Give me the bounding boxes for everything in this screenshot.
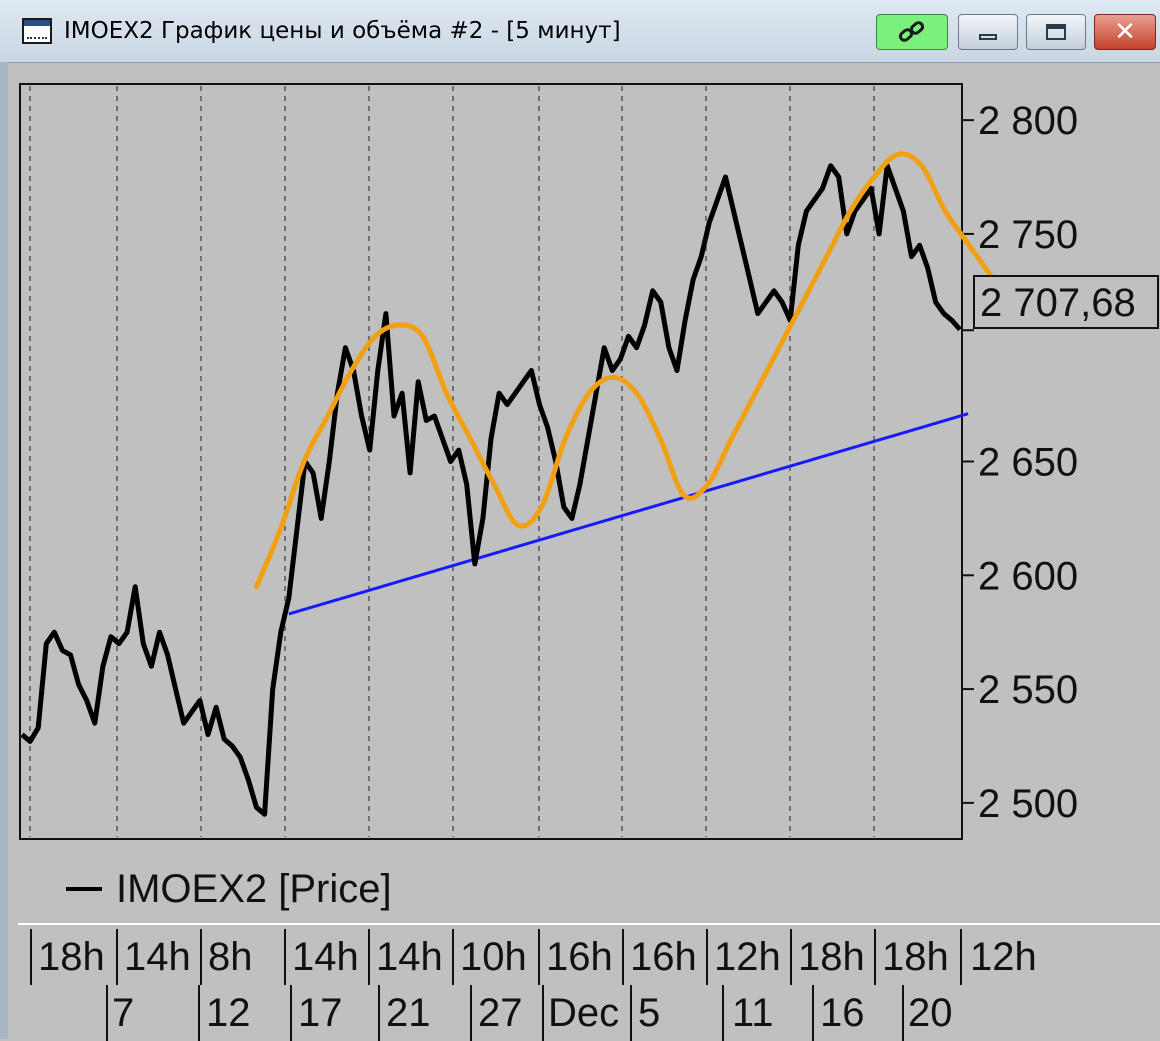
- day-labels-row: 7 12 17 21 27 Dec 5 11 16 20: [18, 985, 1160, 1041]
- hour-separator-6: [538, 929, 540, 985]
- link-icon: [898, 21, 925, 42]
- day-separator-0: [106, 985, 108, 1041]
- y-tick-label-2: 2 650: [978, 441, 1078, 485]
- day-separator-9: [902, 985, 904, 1041]
- close-button[interactable]: ✕: [1094, 14, 1156, 50]
- day-label-9: 20: [908, 991, 953, 1035]
- legend-swatch: [66, 887, 102, 891]
- current-price-layer: 2 707,68: [973, 275, 1159, 329]
- y-tick-label-5: 2 500: [978, 782, 1078, 826]
- day-label-4: 27: [478, 991, 523, 1035]
- y-axis: 2 800 2 750 2 650 2 600 2 550 2 500: [962, 99, 1078, 826]
- hour-separator-0: [30, 929, 32, 985]
- hour-label-5: 10h: [460, 935, 527, 979]
- hour-separator-3: [284, 929, 286, 985]
- y-tick-label-3: 2 600: [978, 554, 1078, 598]
- day-label-6: 5: [638, 991, 661, 1035]
- day-label-2: 17: [298, 991, 343, 1035]
- trend-line-layer: [288, 412, 969, 616]
- hour-separator-5: [452, 929, 454, 985]
- hour-label-1: 14h: [124, 935, 191, 979]
- hour-label-6: 16h: [546, 935, 613, 979]
- maximize-icon: [1046, 24, 1066, 40]
- hour-separator-11: [960, 929, 962, 985]
- pattern-drawing-layer: [254, 151, 1020, 590]
- price-series-layer: [20, 163, 962, 817]
- hour-label-7: 16h: [630, 935, 697, 979]
- hour-label-9: 18h: [798, 935, 865, 979]
- hour-label-10: 18h: [882, 935, 949, 979]
- hour-label-4: 14h: [376, 935, 443, 979]
- hour-separator-4: [368, 929, 370, 985]
- hour-label-8: 12h: [714, 935, 781, 979]
- y-tick-label-0: 2 800: [978, 99, 1078, 143]
- hour-label-2: 8h: [208, 935, 253, 979]
- day-separator-1: [198, 985, 200, 1041]
- day-separator-2: [290, 985, 292, 1041]
- title-bar: IMOEX2 График цены и объёма #2 - [5 мину…: [0, 0, 1160, 63]
- hour-label-0: 18h: [38, 935, 105, 979]
- hour-separator-1: [116, 929, 118, 985]
- legend-label: IMOEX2 [Price]: [116, 866, 392, 911]
- day-label-7: 11: [732, 991, 774, 1035]
- price-line: [20, 163, 962, 817]
- maximize-button[interactable]: [1026, 14, 1086, 50]
- day-separator-8: [812, 985, 814, 1041]
- window-title: IMOEX2 График цены и объёма #2 - [5 мину…: [64, 18, 621, 44]
- chart-window-icon: [22, 18, 52, 44]
- window-border: [0, 62, 8, 1039]
- day-label-0: 7: [112, 991, 135, 1035]
- hour-separator-10: [874, 929, 876, 985]
- minimize-button[interactable]: [958, 14, 1018, 50]
- day-separator-4: [470, 985, 472, 1041]
- hour-separator-9: [790, 929, 792, 985]
- y-tick-label-4: 2 550: [978, 668, 1078, 712]
- day-label-1: 12: [206, 991, 251, 1035]
- link-button[interactable]: [876, 14, 948, 50]
- day-separator-5: [542, 985, 544, 1041]
- day-label-8: 16: [820, 991, 865, 1035]
- day-separator-7: [722, 985, 724, 1041]
- hour-separator-8: [706, 929, 708, 985]
- current-price-box: [973, 275, 1159, 329]
- minimize-icon: [979, 34, 997, 40]
- hour-label-3: 14h: [292, 935, 359, 979]
- hour-labels-row: 18h 14h 8h 14h 14h 10h 16h 16h 12h 18h 18h 12h: [18, 929, 1160, 985]
- hour-label-11: 12h: [970, 935, 1037, 979]
- trend-line: [288, 412, 969, 616]
- price-chart[interactable]: 2 800 2 750 2 650 2 600 2 550 2 500 2 707,68: [0, 0, 1160, 923]
- hour-separator-2: [200, 929, 202, 985]
- pattern-drawing: [254, 151, 1020, 590]
- day-separator-6: [630, 985, 632, 1041]
- time-axis: 18h 14h 8h 14h 14h 10h 16h 16h 12h 18h 18h 12h 7 12 1…: [18, 923, 1160, 1041]
- day-separator-3: [378, 985, 380, 1041]
- hour-separator-7: [622, 929, 624, 985]
- day-label-3: 21: [386, 991, 431, 1035]
- chart-legend: IMOEX2 [Price]: [66, 864, 392, 914]
- current-price-label: 2 707,68: [980, 281, 1136, 325]
- close-icon: ✕: [1114, 17, 1136, 47]
- y-tick-label-1: 2 750: [978, 213, 1078, 257]
- day-label-5: Dec: [548, 991, 620, 1035]
